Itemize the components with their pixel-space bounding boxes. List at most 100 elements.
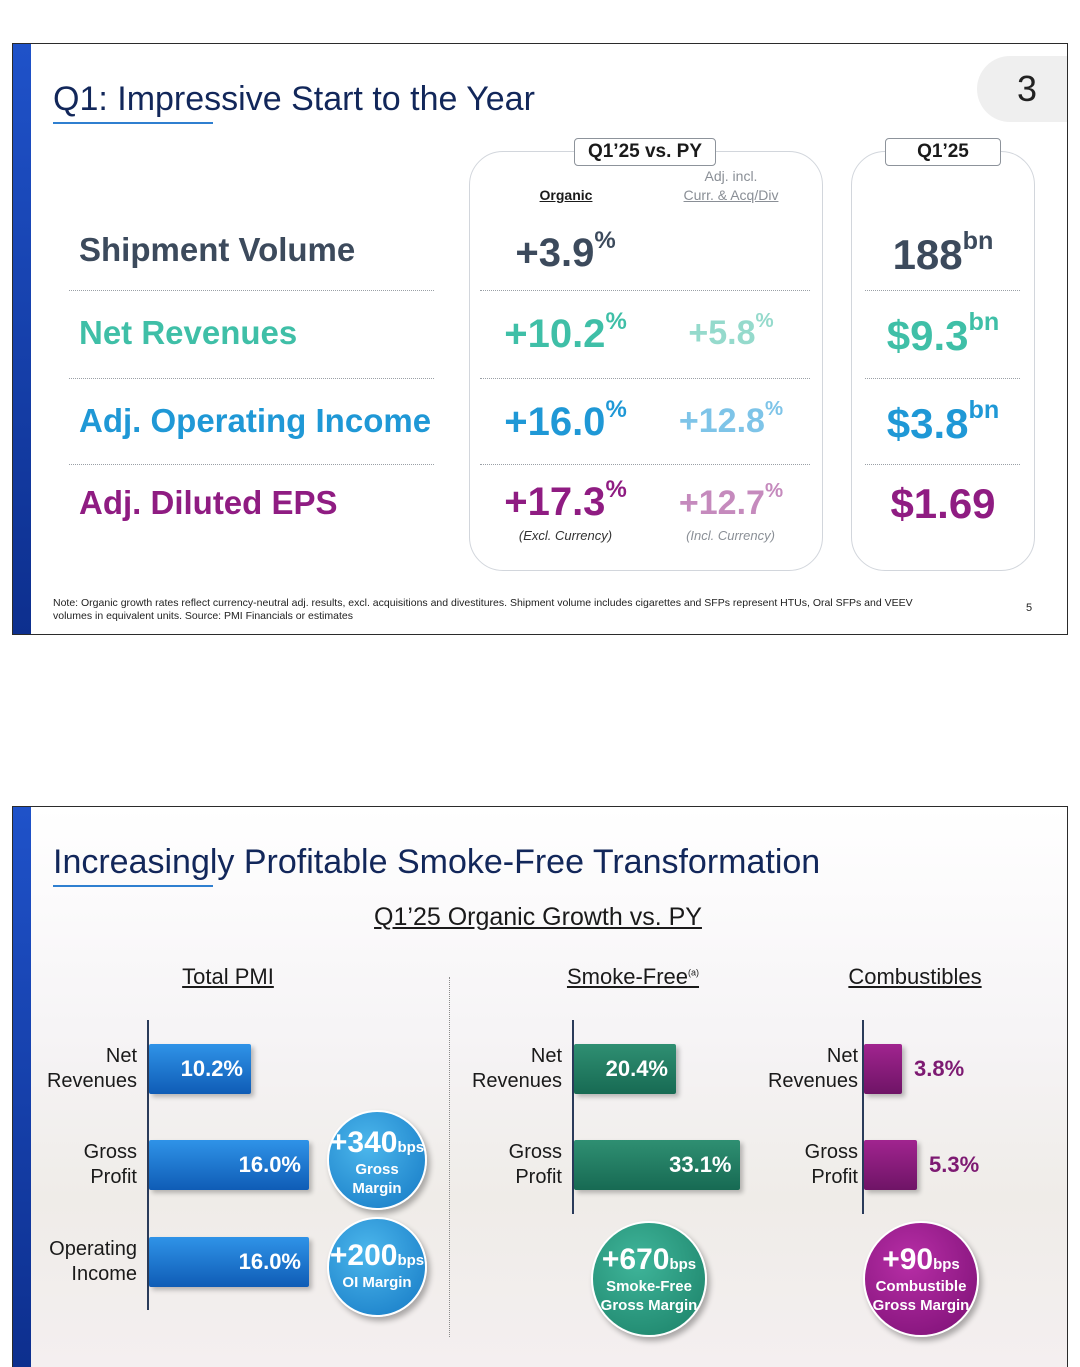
- page-badge-number: 3: [1017, 68, 1038, 109]
- circle-value: +340bps: [329, 1126, 425, 1160]
- bar-total-net-revenues: 10.2%: [149, 1044, 251, 1094]
- adj-value: +5.8%: [663, 310, 799, 353]
- circle-label: OI Margin: [342, 1274, 412, 1291]
- growth-box: [469, 151, 823, 571]
- value-number: +17.3: [504, 480, 606, 524]
- q1-value: $9.3bn: [863, 308, 1023, 360]
- chart-axis: [572, 1020, 574, 1214]
- circle-number: +670: [601, 1243, 670, 1276]
- chart-axis: [862, 1020, 864, 1214]
- value-unit: bn: [962, 227, 994, 255]
- organic-value: +16.0%: [493, 396, 638, 445]
- row-label: Adj. Operating Income: [79, 402, 432, 439]
- title-underline: [53, 885, 213, 887]
- circle-label: Margin: [352, 1180, 402, 1197]
- group-title-combustibles: Combustibles: [848, 964, 982, 989]
- row-divider: [480, 290, 810, 291]
- circle-number: +90: [882, 1243, 934, 1276]
- row-label: Net Revenues: [79, 314, 298, 351]
- bar-label: Net Revenues: [33, 1044, 137, 1094]
- row-divider: [69, 378, 434, 379]
- bar-total-gross-profit: 16.0%: [149, 1140, 309, 1190]
- eps-note-excl: (Excl. Currency): [518, 528, 613, 543]
- bar-label: Net Revenues: [458, 1044, 562, 1094]
- bar-label-line: Revenues: [471, 1070, 562, 1092]
- bar-label-line: Profit: [90, 1166, 137, 1188]
- circle-unit: bps: [397, 1252, 425, 1269]
- circle-value: +90bps: [865, 1243, 977, 1277]
- value-number: $3.8: [886, 400, 969, 447]
- bar-value-label: 5.3%: [929, 1152, 980, 1177]
- bar-label-line: Gross: [804, 1141, 858, 1163]
- value-number: $1.69: [890, 480, 996, 527]
- organic-value: +17.3%: [493, 476, 638, 525]
- slide-accent-bar: [13, 44, 31, 634]
- bar-label-line: Profit: [515, 1166, 562, 1188]
- bar-label: Gross Profit: [458, 1140, 562, 1190]
- footnote: Note: Organic growth rates reflect curre…: [53, 597, 1003, 623]
- organic-value: +3.9%: [493, 227, 638, 276]
- value-number: +16.0: [504, 400, 606, 444]
- row-divider: [480, 464, 810, 465]
- value-number: +3.9: [515, 231, 595, 275]
- combustible-gross-margin-circle: +90bps Combustible Gross Margin: [863, 1221, 979, 1337]
- slide-smoke-free: Increasingly Profitable Smoke-Free Trans…: [12, 806, 1068, 1367]
- value-unit: %: [594, 227, 616, 254]
- adj-value: +12.8%: [663, 398, 799, 441]
- slide-q1-results: Q1: Impressive Start to the Year 3 Q1’25…: [12, 43, 1068, 635]
- bar-label: Gross Profit: [33, 1140, 137, 1190]
- value-unit: bn: [968, 308, 1000, 336]
- q1-value: $1.69: [863, 480, 1023, 528]
- page-number: 5: [1026, 602, 1033, 614]
- q1-value: $3.8bn: [863, 396, 1023, 448]
- bar-label-line: Revenues: [767, 1070, 858, 1092]
- col-adj-header-line1: Adj. incl.: [704, 168, 758, 184]
- value-unit: bn: [968, 396, 1000, 424]
- col-adj-header-line2: Curr. & Acq/Div: [683, 187, 779, 203]
- footnote-line: Note: Organic growth rates reflect curre…: [53, 597, 913, 609]
- circle-unit: bps: [933, 1256, 960, 1273]
- chart-subtitle: Q1’25 Organic Growth vs. PY: [374, 903, 702, 931]
- row-label: Shipment Volume: [79, 231, 356, 268]
- circle-label: Gross: [355, 1161, 399, 1178]
- bar-total-operating-income: 16.0%: [149, 1237, 309, 1287]
- row-divider: [865, 464, 1020, 465]
- row-divider: [865, 290, 1020, 291]
- footnote-marker: (a): [688, 967, 700, 978]
- group-title-smoke-free: Smoke-Free(a): [548, 964, 718, 990]
- eps-note-incl: (Incl. Currency): [686, 528, 775, 543]
- col-organic-header: Organic: [539, 187, 593, 203]
- circle-unit: bps: [397, 1139, 425, 1156]
- value-number: 188: [892, 231, 963, 278]
- value-unit: %: [605, 476, 627, 503]
- bar-label-line: Net: [105, 1045, 137, 1067]
- value-number: +12.7: [678, 484, 765, 522]
- bar-label: Operating Income: [23, 1237, 137, 1287]
- value-number: $9.3: [886, 312, 969, 359]
- organic-value: +10.2%: [493, 308, 638, 357]
- q1-box: [851, 151, 1035, 571]
- bar-label-line: Net: [826, 1045, 858, 1067]
- page-badge: 3: [977, 56, 1067, 122]
- value-number: +12.8: [678, 402, 765, 440]
- group-title-text: Smoke-Free: [566, 964, 689, 989]
- value-unit: %: [755, 310, 774, 332]
- bar-label-line: Gross: [508, 1141, 562, 1163]
- slide-title: Q1: Impressive Start to the Year: [53, 80, 535, 118]
- title-underline: [53, 122, 213, 124]
- bar-combustibles-gross-profit: [864, 1140, 917, 1190]
- circle-value: +200bps: [329, 1239, 425, 1273]
- bar-label-line: Revenues: [46, 1070, 137, 1092]
- circle-value: +670bps: [593, 1243, 705, 1277]
- row-divider: [69, 290, 434, 291]
- value-unit: %: [764, 480, 784, 502]
- smoke-free-gross-margin-circle: +670bps Smoke-Free Gross Margin: [591, 1221, 707, 1337]
- q1-box-tag: Q1’25: [885, 138, 1001, 166]
- row-divider: [480, 378, 810, 379]
- circle-label: Gross Margin: [600, 1297, 698, 1314]
- circle-number: +340: [329, 1126, 398, 1159]
- circle-label: Smoke-Free: [606, 1278, 692, 1295]
- group-divider: [449, 977, 450, 1337]
- bar-label: Gross Profit: [748, 1140, 858, 1190]
- value-number: +5.8: [688, 314, 756, 352]
